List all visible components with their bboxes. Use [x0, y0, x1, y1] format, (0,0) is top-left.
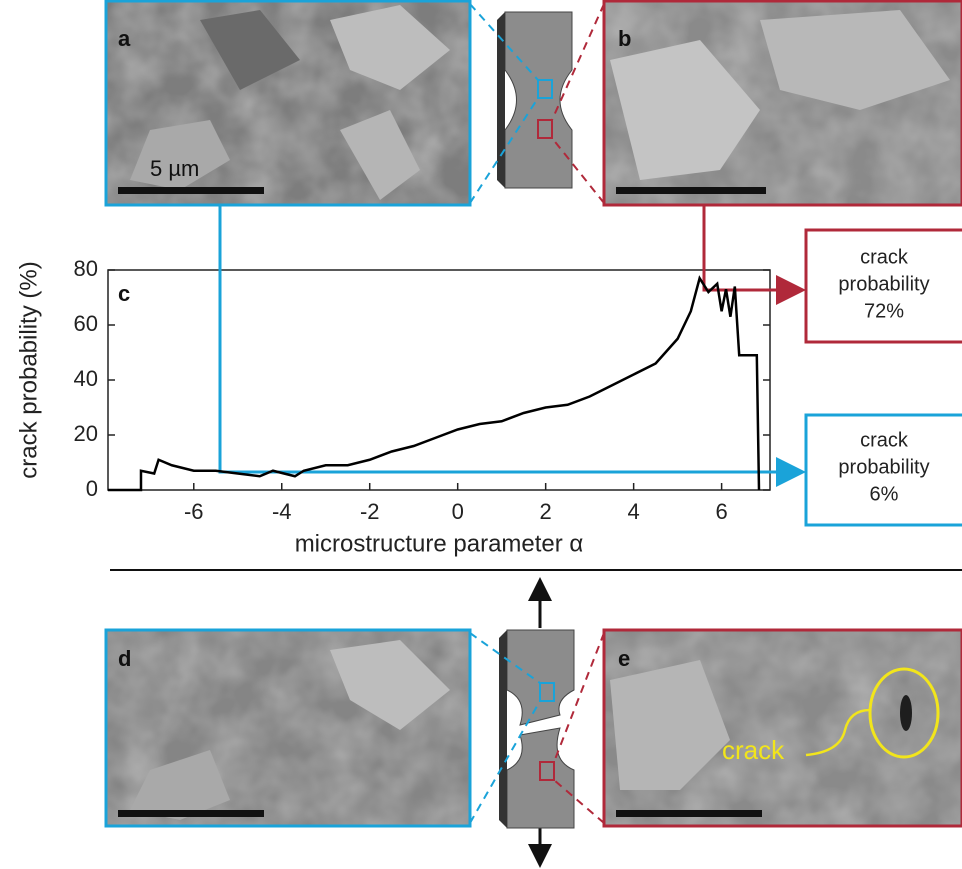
page: {"panel_labels": ["a", "b", "c", "d", "e…	[0, 0, 962, 869]
callout-text: 6%	[870, 483, 899, 505]
panel-label: d	[118, 646, 131, 671]
callout-text: crack	[860, 429, 909, 451]
panel-label: e	[618, 646, 630, 671]
y-tick-label: 20	[74, 421, 98, 446]
callout-text: probability	[838, 456, 929, 478]
sem-image-e	[604, 630, 962, 826]
y-tick-label: 40	[74, 366, 98, 391]
callout-text: crack	[860, 246, 909, 268]
x-tick-label: -6	[184, 499, 204, 524]
x-tick-label: 2	[540, 499, 552, 524]
sem-image-b	[604, 1, 962, 205]
callout-text: 72%	[864, 300, 904, 322]
guide-red	[704, 205, 800, 290]
callout-text: probability	[838, 273, 929, 295]
x-tick-label: 4	[628, 499, 640, 524]
panel-label: b	[618, 26, 631, 51]
x-tick-label: 6	[715, 499, 727, 524]
specimen-icon-fractured	[470, 583, 604, 862]
y-tick-label: 60	[74, 311, 98, 336]
x-tick-label: -2	[360, 499, 380, 524]
y-axis-label: crack probability (%)	[15, 261, 42, 478]
specimen-icon	[470, 4, 604, 203]
guide-blue	[220, 205, 800, 472]
y-tick-label: 0	[86, 476, 98, 501]
y-tick-label: 80	[74, 256, 98, 281]
crack-label: crack	[722, 735, 785, 765]
sem-image-d	[106, 630, 470, 826]
panel-label: a	[118, 26, 131, 51]
data-line	[108, 278, 759, 490]
figure: a 5 µm b crack probability 72% crack probabi…	[0, 0, 962, 869]
x-tick-label: -4	[272, 499, 292, 524]
scale-bar-label: 5 µm	[150, 156, 199, 181]
panel-label: c	[118, 281, 130, 306]
plot-frame	[108, 270, 770, 490]
x-tick-label: 0	[452, 499, 464, 524]
x-axis-label: microstructure parameter α	[295, 530, 584, 557]
